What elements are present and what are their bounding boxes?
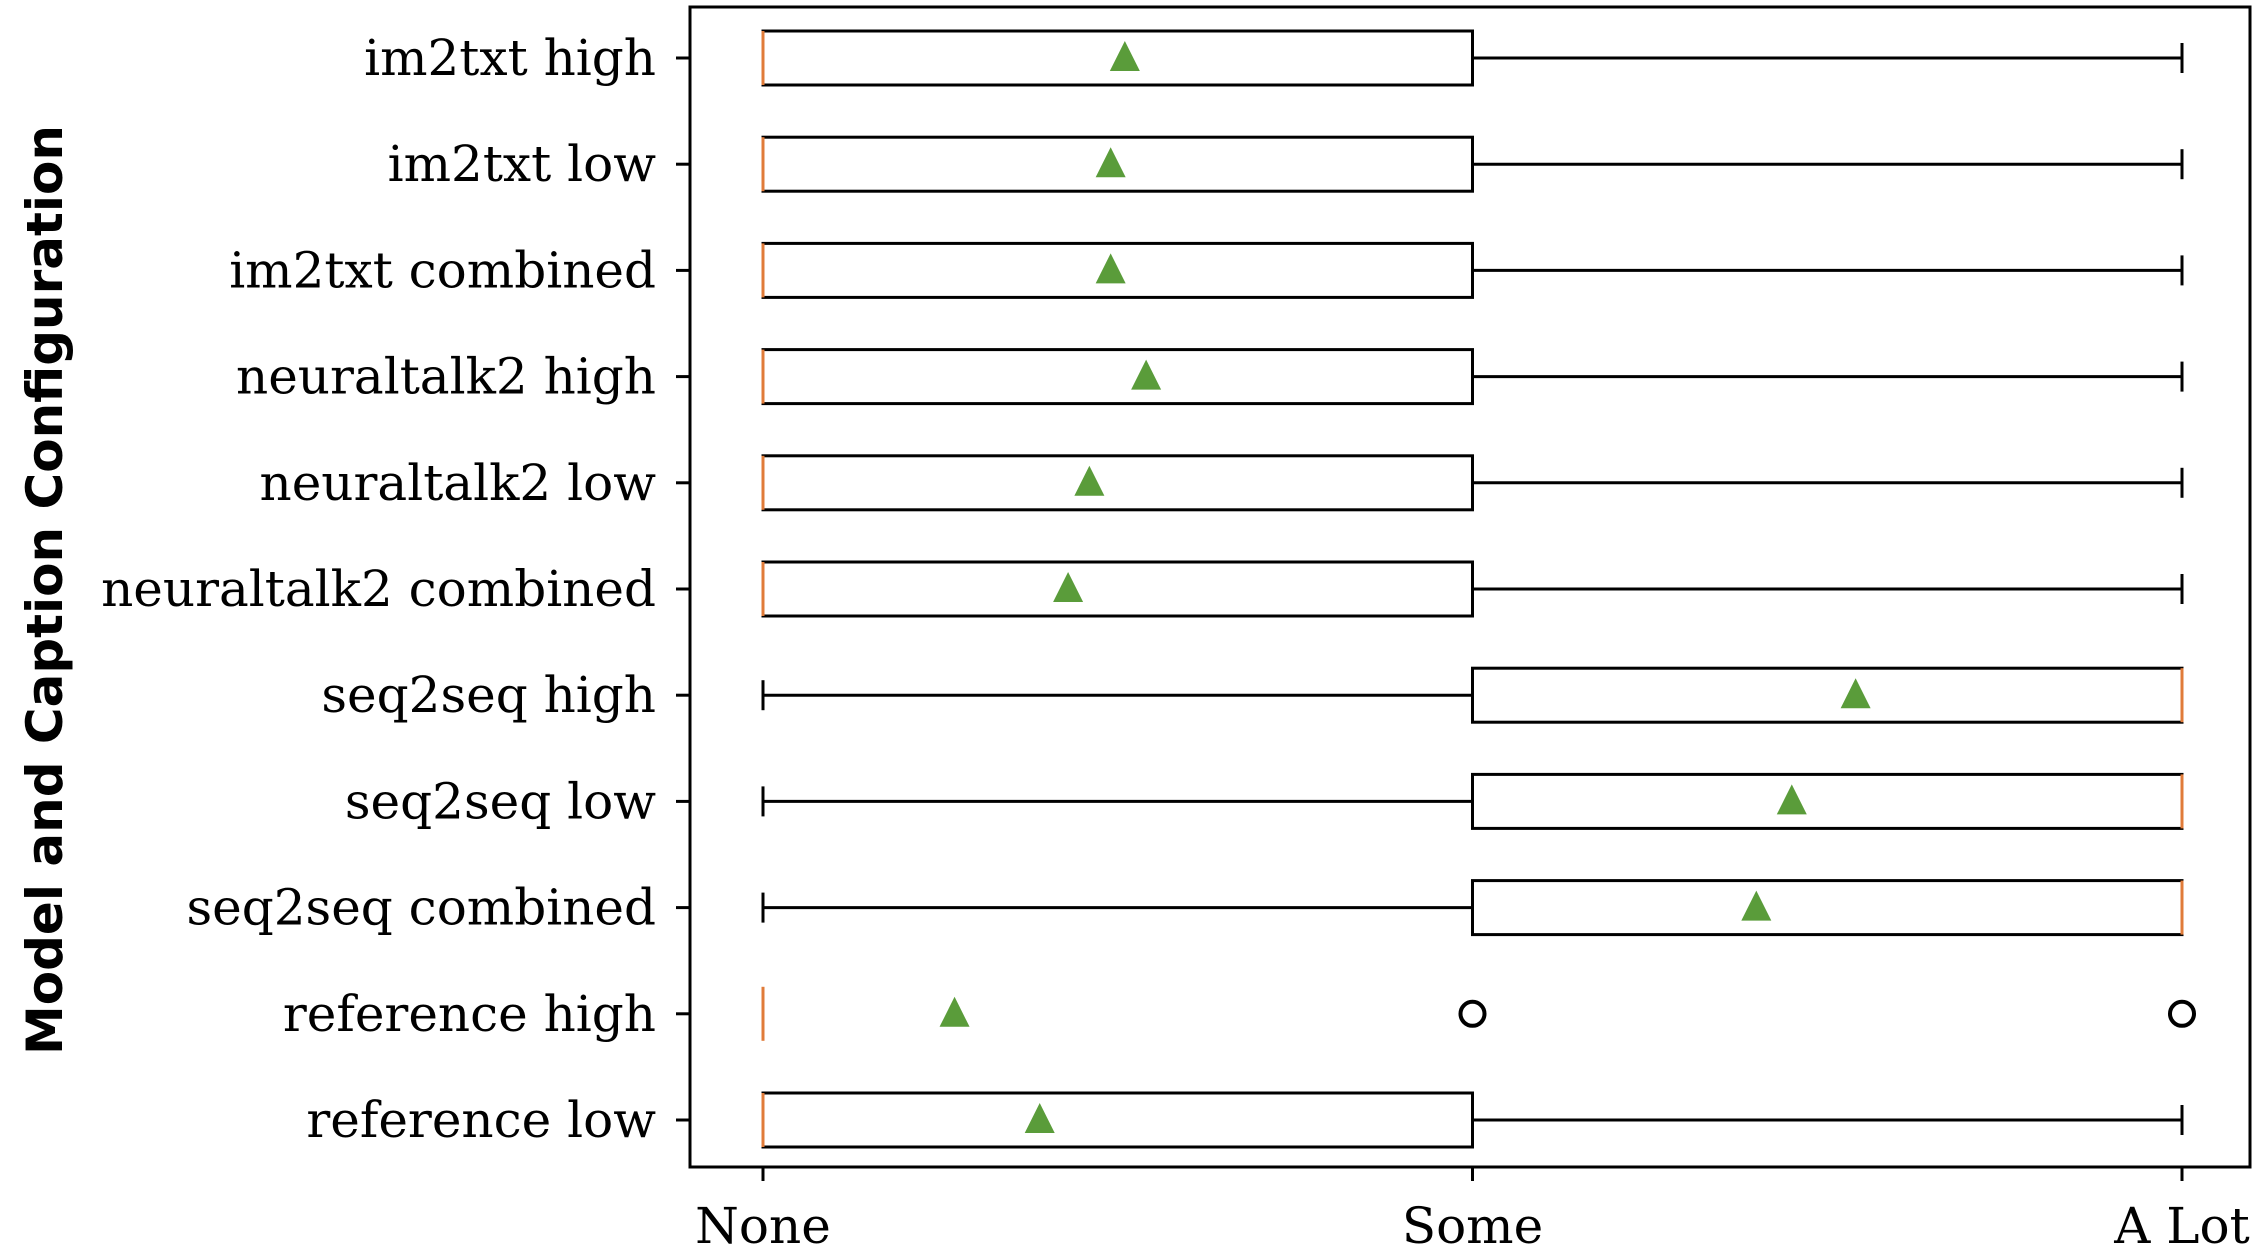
- iqr-box: [1471, 772, 2184, 830]
- plot-frame: [688, 5, 2252, 1169]
- iqr-box: [761, 1091, 1474, 1149]
- mean-marker: [1053, 572, 1084, 602]
- mean-marker: [1095, 147, 1126, 178]
- box-row: seq2seq low: [345, 772, 2184, 830]
- box-row: neuraltalk2 low: [260, 454, 2184, 512]
- x-axis: None Some A Lot: [695, 1167, 2250, 1254]
- mean-marker: [1109, 41, 1140, 71]
- iqr-box: [761, 348, 1474, 406]
- y-tick-label: seq2seq low: [345, 772, 656, 830]
- y-tick-label: reference low: [306, 1091, 656, 1149]
- y-tick-label: im2txt high: [364, 29, 656, 87]
- box-row: seq2seq combined: [186, 879, 2184, 937]
- box-row: reference low: [306, 1091, 2184, 1149]
- box-row: im2txt high: [364, 29, 2184, 87]
- outlier-point: [1458, 999, 1487, 1028]
- y-tick-label: neuraltalk2 low: [260, 454, 657, 512]
- box-row: seq2seq high: [321, 666, 2184, 724]
- iqr-box: [761, 560, 1474, 618]
- box-row: reference high: [283, 985, 2196, 1043]
- box-row: neuraltalk2 combined: [101, 560, 2184, 618]
- mean-marker: [1131, 359, 1162, 390]
- mean-marker: [1840, 678, 1871, 709]
- mean-marker: [939, 996, 970, 1027]
- iqr-box: [1471, 666, 2184, 724]
- x-tick-label: None: [695, 1197, 831, 1254]
- box-row: im2txt combined: [229, 241, 2184, 299]
- y-axis-label: Model and Caption Configuration: [16, 125, 74, 1055]
- y-tick-label: seq2seq high: [321, 666, 656, 724]
- mean-marker: [1024, 1103, 1055, 1133]
- iqr-box: [1471, 879, 2184, 937]
- mean-marker: [1741, 890, 1772, 921]
- y-tick-label: seq2seq combined: [186, 879, 656, 937]
- y-tick-label: im2txt combined: [229, 241, 656, 299]
- box-row: neuraltalk2 high: [236, 348, 2184, 406]
- mean-marker: [1095, 253, 1126, 284]
- iqr-box: [761, 454, 1474, 512]
- mean-marker: [1776, 784, 1807, 815]
- y-tick-label: neuraltalk2 high: [236, 348, 656, 406]
- y-tick-label: reference high: [283, 985, 656, 1043]
- box-rows: im2txt high im2txt low im2txt combined neur…: [101, 29, 2196, 1149]
- outlier-point: [2168, 999, 2196, 1028]
- x-tick-label: Some: [1402, 1197, 1543, 1254]
- y-tick-label: im2txt low: [388, 135, 657, 193]
- box-row: im2txt low: [388, 135, 2184, 193]
- x-tick-label: A Lot: [2113, 1197, 2249, 1254]
- y-tick-label: neuraltalk2 combined: [101, 560, 656, 618]
- mean-marker: [1074, 465, 1105, 496]
